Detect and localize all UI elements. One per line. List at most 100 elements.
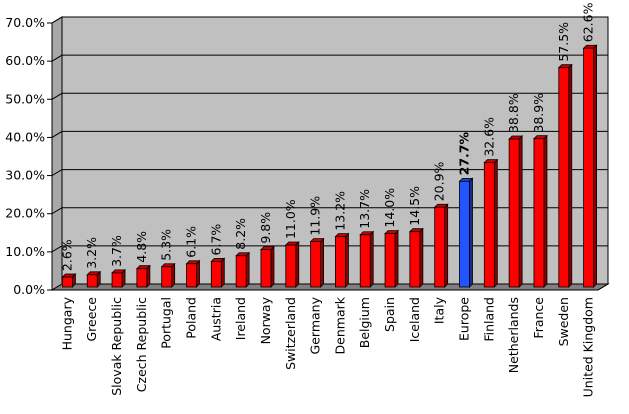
x-category-label: Czech Republic	[134, 297, 149, 392]
data-label: 14.5%	[407, 186, 422, 226]
gridline	[51, 169, 608, 177]
bar-side	[543, 134, 548, 288]
data-label: 6.1%	[184, 226, 199, 258]
bar-denmark	[335, 236, 346, 288]
bar-side	[295, 241, 300, 288]
y-tick-label: 0.0%	[13, 282, 45, 297]
data-label: 8.2%	[233, 218, 248, 250]
y-tick-label: 50.0%	[5, 91, 45, 106]
bar-switzerland	[285, 244, 297, 288]
bar-side	[146, 264, 151, 288]
gridline	[51, 207, 608, 215]
bar-united-kingdom	[583, 47, 594, 288]
bar-netherlands	[508, 138, 520, 288]
x-category-label: Norway	[258, 296, 273, 344]
bar-side	[220, 257, 225, 288]
bar-side	[270, 245, 275, 288]
bar-germany	[310, 241, 321, 288]
bar-side	[369, 230, 374, 288]
x-category-label: Switzerland	[283, 297, 298, 370]
x-category-label: Europe	[457, 297, 472, 341]
x-category-label: France	[531, 297, 546, 339]
gridline	[51, 245, 608, 253]
data-label: 9.8%	[258, 212, 273, 244]
bar-europe	[459, 180, 470, 288]
floor-edge	[597, 283, 609, 291]
y-tick-label: 30.0%	[5, 168, 45, 183]
gridline	[51, 130, 608, 138]
data-label: 32.6%	[481, 117, 496, 157]
y-tick-label: 70.0%	[5, 15, 45, 30]
data-label: 62.6%	[581, 2, 596, 42]
x-category-label: Belgium	[357, 297, 372, 348]
bar-slovak-republic	[111, 272, 123, 288]
bar-side	[320, 237, 324, 288]
bar-norway	[260, 249, 272, 288]
data-label: 13.7%	[357, 189, 372, 229]
bar-side	[196, 259, 200, 288]
bar-poland	[186, 263, 197, 288]
x-category-label: Iceland	[407, 297, 422, 342]
y-tick-label: 60.0%	[5, 53, 45, 68]
data-label: 20.9%	[432, 161, 447, 201]
x-category-label: Ireland	[233, 297, 248, 340]
x-category-label: Greece	[84, 297, 99, 342]
bar-side	[419, 227, 424, 288]
x-category-label: Portugal	[159, 297, 174, 349]
data-label: 14.0%	[382, 188, 397, 228]
bar-belgium	[359, 234, 371, 288]
bar-austria	[210, 261, 222, 288]
bar-france	[533, 138, 545, 288]
bar-side	[493, 158, 498, 288]
bar-czech-republic	[136, 268, 148, 288]
data-label: 11.0%	[283, 199, 298, 239]
bar-side	[518, 135, 523, 288]
data-label: 13.2%	[332, 191, 347, 231]
bar-iceland	[409, 231, 421, 288]
x-category-label: Sweden	[556, 297, 571, 346]
data-label: 3.2%	[84, 237, 99, 269]
data-label: 27.7%	[457, 132, 472, 176]
gridline	[51, 54, 608, 62]
x-category-label: Poland	[184, 297, 199, 339]
y-tick-label: 40.0%	[5, 129, 45, 144]
bar-finland	[483, 162, 495, 288]
x-category-label: Denmark	[332, 296, 347, 354]
data-label: 4.8%	[134, 231, 149, 263]
bar-hungary	[62, 276, 73, 288]
bar-side	[444, 203, 449, 288]
x-category-label: Slovak Republic	[109, 297, 124, 396]
bar-side	[469, 177, 473, 288]
x-category-label: United Kingdom	[581, 297, 596, 397]
plot-floor	[50, 283, 610, 291]
gridline	[51, 16, 608, 24]
data-label: 6.7%	[208, 224, 223, 256]
bar-portugal	[161, 266, 173, 288]
bar-sweden	[558, 67, 570, 288]
x-category-label: Italy	[432, 296, 447, 324]
bar-side	[568, 63, 573, 288]
x-category-label: Austria	[208, 297, 223, 341]
data-label: 5.3%	[159, 229, 174, 261]
y-tick-label: 10.0%	[5, 244, 45, 259]
bar-italy	[434, 206, 446, 288]
bar-spain	[384, 233, 396, 288]
data-label: 2.6%	[59, 239, 74, 271]
data-label: 38.9%	[531, 93, 546, 133]
data-label: 57.5%	[556, 22, 571, 62]
x-category-label: Germany	[308, 296, 323, 354]
x-category-label: Spain	[382, 297, 397, 332]
data-label: 38.8%	[506, 93, 521, 133]
data-label: 11.9%	[308, 196, 323, 236]
x-category-label: Netherlands	[506, 297, 521, 373]
bar-ireland	[235, 255, 247, 288]
x-category-label: Hungary	[59, 296, 74, 350]
gridline	[51, 92, 608, 100]
bar-side	[245, 251, 250, 288]
bar-side	[593, 44, 597, 288]
bar-greece	[86, 274, 98, 288]
bar-side	[394, 229, 399, 288]
y-tick-label: 20.0%	[5, 206, 45, 221]
